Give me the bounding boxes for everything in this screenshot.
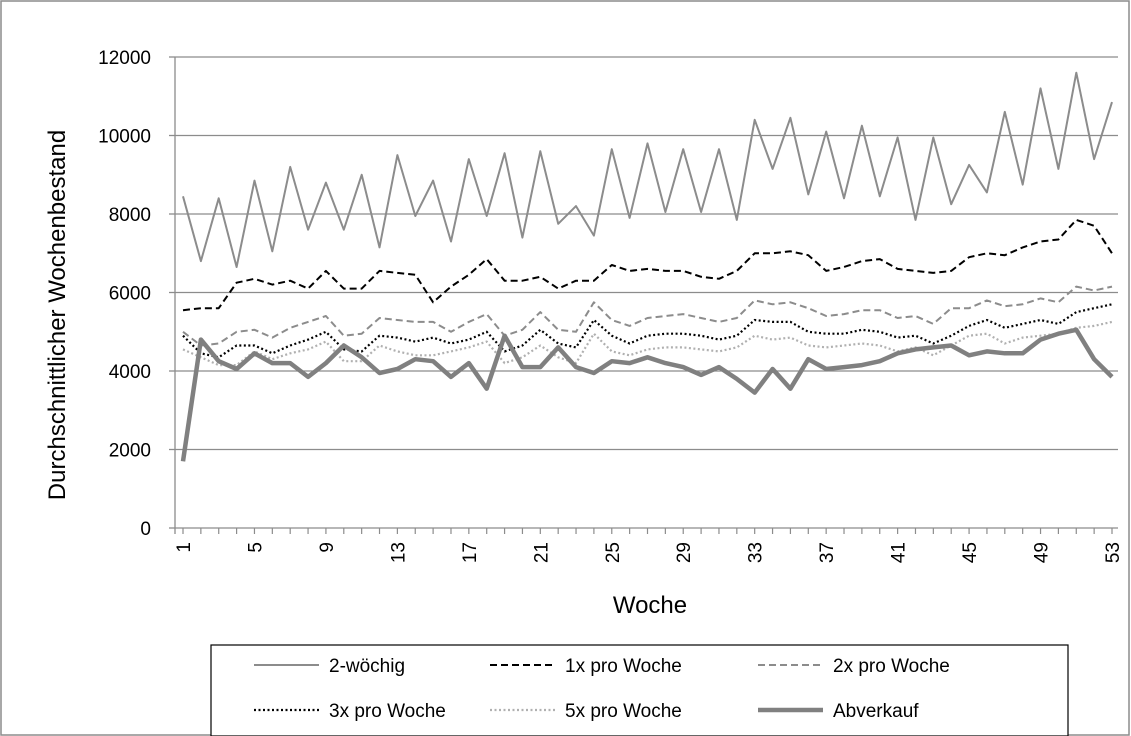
series-line-abverkauf — [180, 327, 1114, 462]
y-axis-title: Durchschnittlicher Wochenbestand — [44, 130, 71, 500]
x-tick-label: 45 — [960, 542, 981, 563]
x-tick-label: 33 — [746, 542, 767, 563]
y-tick-label: 12000 — [98, 48, 151, 69]
x-tick-label: 29 — [674, 542, 695, 563]
series-line-1x-pro-woche — [182, 218, 1113, 312]
series-line-2x-pro-woche — [182, 285, 1113, 347]
x-tick-label: 1 — [174, 542, 195, 553]
legend-label-2x-pro-woche: 2x pro Woche — [833, 656, 950, 677]
y-tick-label: 8000 — [109, 205, 151, 226]
axes: 0 2000 4000 6000 8000 10000 12000 1 5 9 13 17 21 25 29… — [98, 48, 1124, 563]
x-tick-label: 13 — [388, 542, 409, 563]
x-tick-label: 53 — [1103, 542, 1124, 563]
x-tick-label: 25 — [603, 542, 624, 563]
x-tick-label: 49 — [1032, 542, 1053, 563]
legend-label-abverkauf: Abverkauf — [833, 701, 919, 722]
y-tick-label: 0 — [140, 519, 151, 540]
y-tick-label: 4000 — [109, 362, 151, 383]
gridlines — [175, 56, 1118, 451]
x-tick-label: 5 — [245, 542, 266, 553]
legend-label-2-w-chig: 2-wöchig — [329, 656, 405, 677]
x-tick-label: 9 — [317, 542, 338, 553]
legend-label-3x-pro-woche: 3x pro Woche — [329, 701, 446, 722]
legend: 2-wöchig 1x pro Woche 2x pro Woche 3x pro W… — [210, 644, 1069, 736]
legend-label-1x-pro-woche: 1x pro Woche — [565, 656, 682, 677]
y-tick-label: 6000 — [109, 284, 151, 305]
y-tick-label: 2000 — [109, 441, 151, 462]
legend-box — [210, 644, 1069, 736]
series-line-2-w-chig — [182, 71, 1113, 268]
series-lines — [180, 71, 1114, 462]
x-tick-label: 37 — [817, 542, 838, 563]
series-line-3x-pro-woche — [182, 303, 1113, 359]
x-tick-label: 17 — [460, 542, 481, 563]
y-tick-label: 10000 — [98, 127, 151, 148]
x-tick-label: 21 — [531, 542, 552, 563]
legend-label-5x-pro-woche: 5x pro Woche — [565, 701, 682, 722]
x-tick-label: 41 — [889, 542, 910, 563]
x-axis-title: Woche — [613, 592, 687, 619]
